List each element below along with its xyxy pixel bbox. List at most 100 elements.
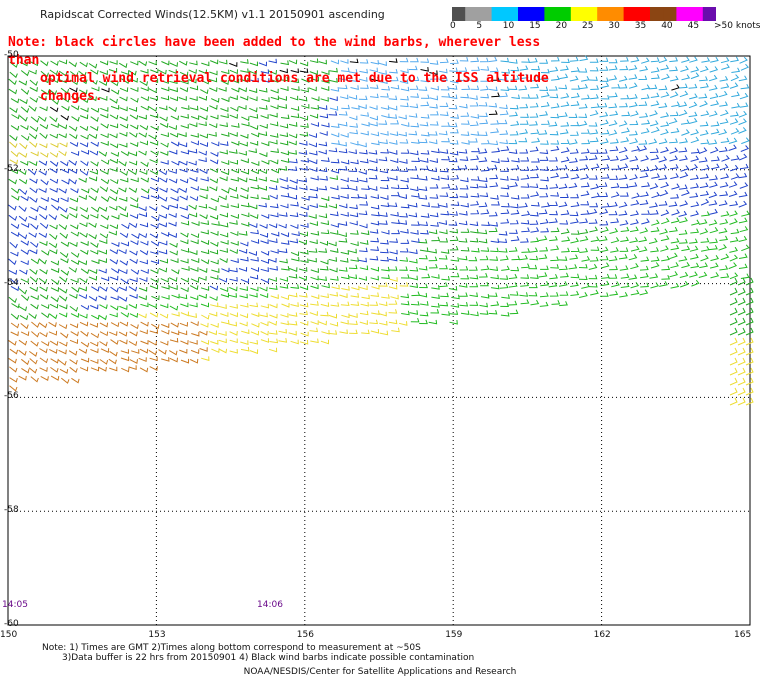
wind-barb xyxy=(211,221,220,226)
wind-barb xyxy=(258,202,267,208)
wind-barb xyxy=(90,366,100,372)
wind-barb xyxy=(110,305,119,311)
wind-barb xyxy=(90,249,99,255)
wind-barb xyxy=(260,278,270,284)
wind-barb xyxy=(661,217,670,225)
wind-barb xyxy=(109,98,118,104)
wind-barb xyxy=(649,183,659,190)
wind-barb xyxy=(68,125,78,132)
wind-barb xyxy=(449,211,458,216)
wind-barb xyxy=(690,253,699,260)
wind-barb xyxy=(240,340,249,345)
wind-barb xyxy=(288,185,298,191)
wind-barb xyxy=(369,158,378,164)
wind-barb xyxy=(99,331,109,337)
wind-barb xyxy=(501,68,511,74)
wind-barb xyxy=(720,273,730,279)
wind-barb xyxy=(240,256,249,262)
wind-barb xyxy=(308,86,317,92)
wind-barb xyxy=(508,85,518,91)
wind-barb xyxy=(681,129,690,136)
wind-barb xyxy=(171,311,180,317)
wind-barb xyxy=(488,292,498,297)
wind-barb xyxy=(98,366,107,372)
wind-barb xyxy=(150,223,159,229)
wind-barb xyxy=(649,165,659,172)
wind-barb xyxy=(658,156,668,163)
wind-barb xyxy=(569,254,579,260)
wind-barb xyxy=(260,239,269,245)
wind-barb xyxy=(209,285,219,291)
wind-barb xyxy=(549,183,559,189)
wind-barb xyxy=(79,114,89,120)
wind-barb xyxy=(391,191,400,197)
wind-barb xyxy=(409,283,419,289)
wind-barb xyxy=(390,211,399,217)
wind-barb xyxy=(320,97,329,102)
wind-barb xyxy=(280,320,289,326)
wind-barb xyxy=(179,60,188,66)
wind-barb xyxy=(300,123,309,128)
wind-barb xyxy=(50,366,59,373)
wind-barb xyxy=(739,163,749,170)
wind-barb xyxy=(260,250,270,256)
wind-barb xyxy=(639,199,649,206)
wind-barb xyxy=(679,90,689,98)
wind-barb xyxy=(639,172,649,179)
wind-barb xyxy=(350,140,359,146)
wind-barb xyxy=(419,165,429,171)
wind-barb xyxy=(379,320,388,326)
wind-barb xyxy=(40,304,50,310)
wind-barb xyxy=(318,213,328,219)
wind-barb xyxy=(240,202,250,208)
wind-barb xyxy=(231,123,240,128)
wind-barb xyxy=(129,203,139,209)
wind-barb xyxy=(508,247,518,252)
wind-barb xyxy=(650,67,660,73)
wind-barb xyxy=(448,265,458,271)
wind-barb xyxy=(651,219,660,226)
wind-barb xyxy=(169,242,178,248)
wind-barb xyxy=(609,290,619,296)
wind-barb xyxy=(641,218,650,225)
wind-barb xyxy=(431,274,440,279)
wind-barb xyxy=(618,174,628,180)
wind-barb xyxy=(360,230,370,236)
wind-barb xyxy=(359,247,368,253)
wind-barb xyxy=(419,247,429,253)
wind-barb xyxy=(745,337,754,346)
colorbar-swatch xyxy=(623,7,638,21)
wind-barb xyxy=(250,257,259,262)
wind-barb xyxy=(389,249,398,255)
wind-barb xyxy=(518,85,528,91)
wind-barb xyxy=(359,201,369,206)
wind-barb xyxy=(698,271,708,278)
wind-barb xyxy=(520,194,530,199)
wind-barb xyxy=(140,161,149,168)
wind-barb xyxy=(738,191,748,198)
wind-barb xyxy=(399,213,408,218)
wind-barb xyxy=(359,223,368,229)
wind-barb xyxy=(690,72,700,80)
wind-barb xyxy=(88,63,98,69)
wind-barb xyxy=(260,259,270,264)
wind-barb xyxy=(40,60,49,67)
wind-barb xyxy=(99,70,108,76)
wind-barb xyxy=(578,103,588,109)
wind-barb xyxy=(408,113,418,118)
wind-barb xyxy=(270,78,279,83)
wind-barb xyxy=(171,293,180,299)
wind-barb xyxy=(208,123,218,129)
wind-barb xyxy=(630,199,640,206)
wind-barb xyxy=(129,331,138,337)
wind-barb xyxy=(738,263,748,269)
wind-barb xyxy=(729,200,739,207)
wind-barb xyxy=(539,184,549,190)
wind-barb xyxy=(719,181,729,188)
wind-barb xyxy=(510,75,520,81)
wind-barb xyxy=(458,238,468,243)
wind-barb xyxy=(158,196,168,202)
wind-barb xyxy=(320,339,329,345)
wind-barb xyxy=(589,202,599,208)
wind-barb xyxy=(168,69,177,75)
